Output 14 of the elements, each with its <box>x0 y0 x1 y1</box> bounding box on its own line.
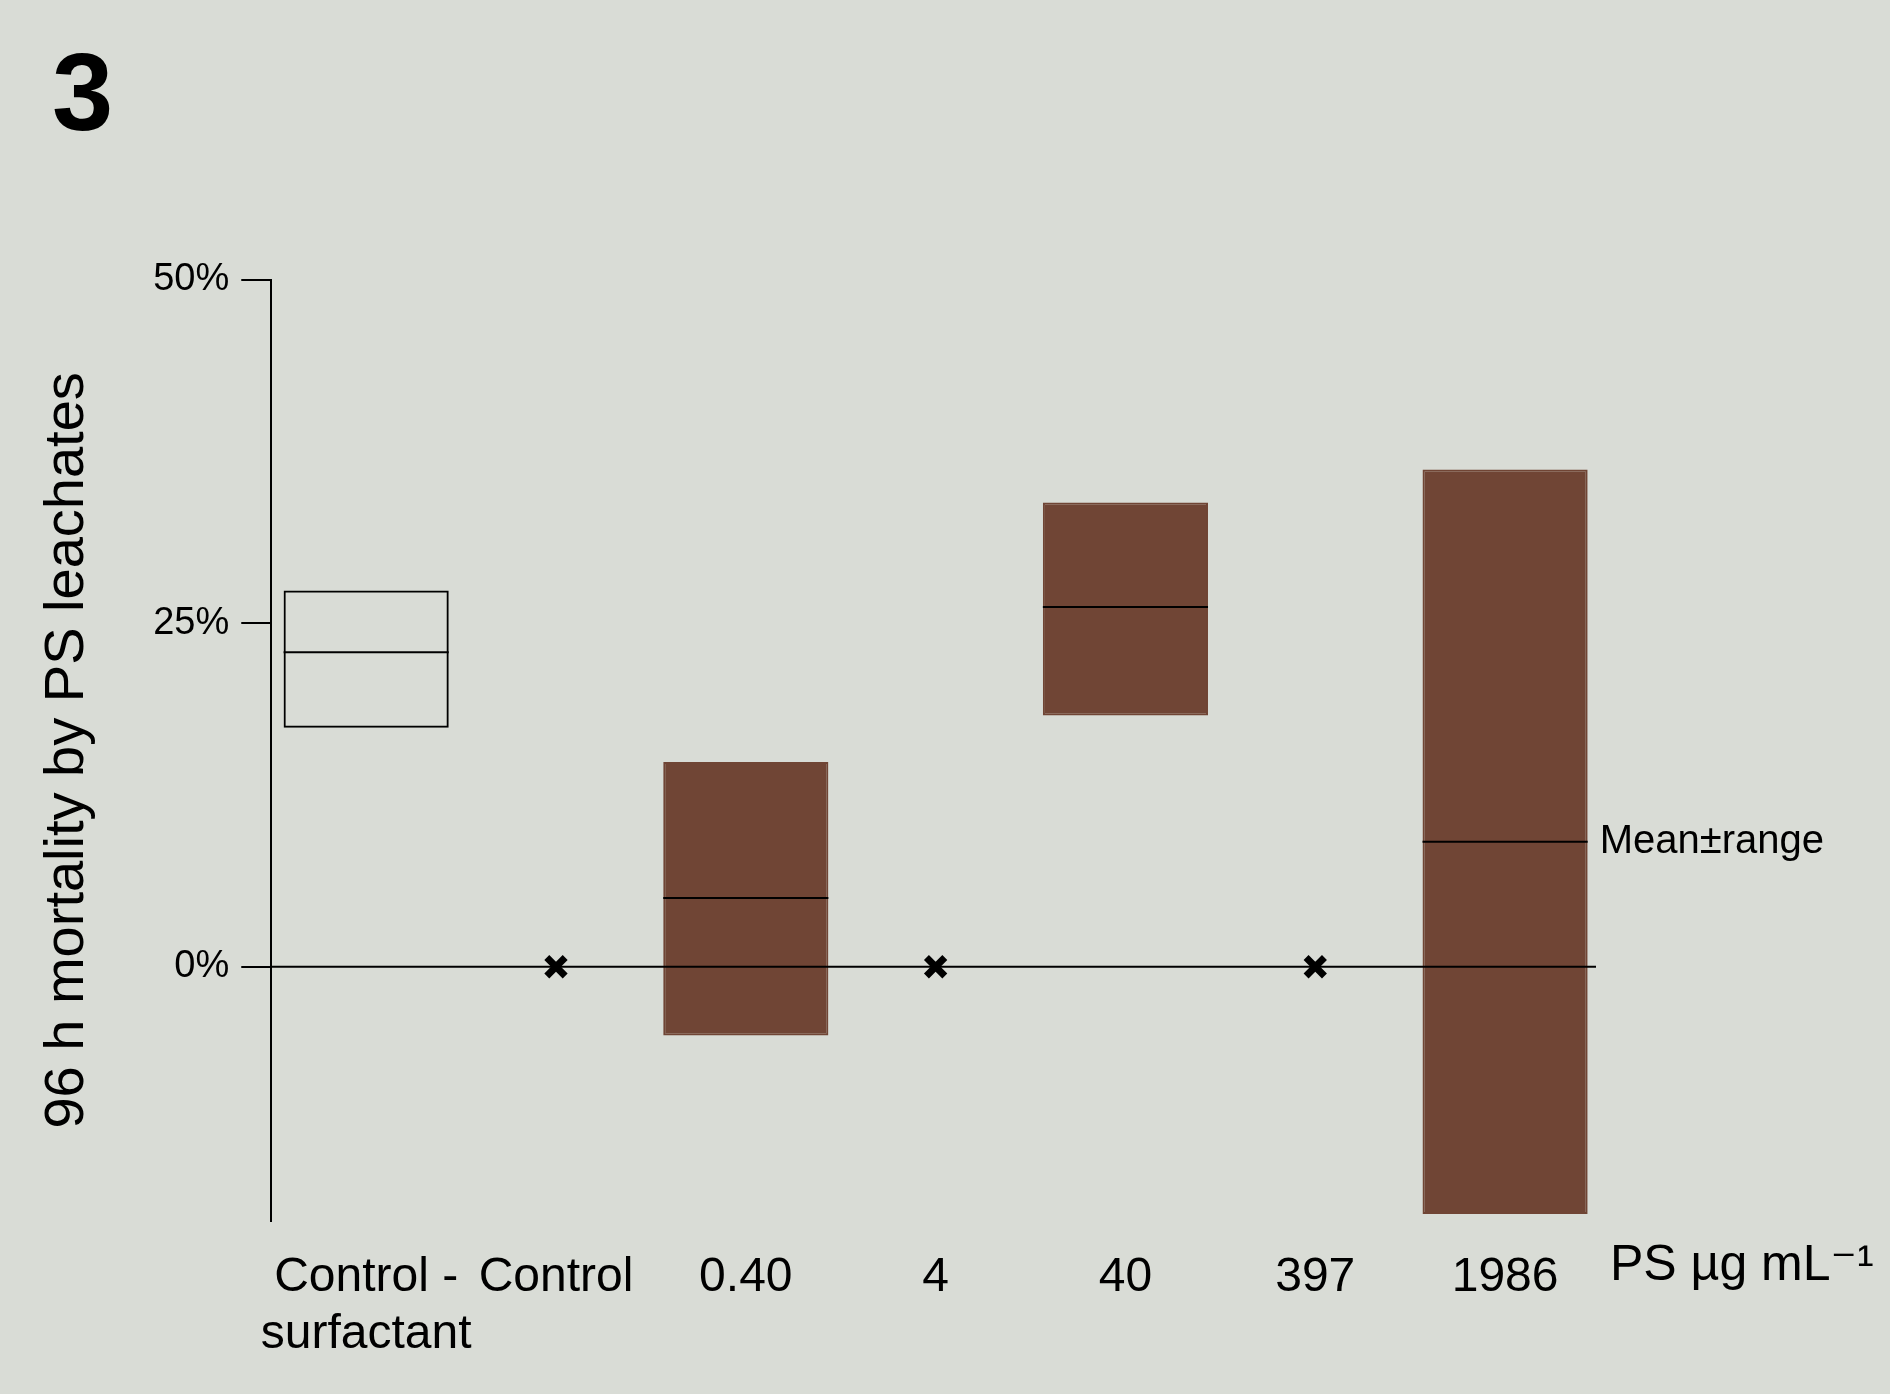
y-tick-label: 50% <box>153 256 230 299</box>
x-axis-title: PS µg mL⁻¹ <box>1610 1234 1874 1291</box>
y-tick-label: 25% <box>153 599 230 642</box>
x-tick-label: Control <box>478 1247 634 1301</box>
x-tick-label: 4 <box>922 1247 949 1301</box>
x-tick-label: 397 <box>1275 1247 1356 1301</box>
x-tick-label: 40 <box>1098 1247 1153 1301</box>
annotation: Mean±range <box>1599 816 1824 861</box>
x-tick-label: Control - surfactant <box>260 1247 472 1359</box>
y-axis-title: 96 h mortality by PS leachates <box>32 372 96 1129</box>
x-tick-label: 0.40 <box>699 1247 793 1301</box>
y-tick-label: 0% <box>174 943 230 986</box>
x-tick-label: 1986 <box>1451 1247 1559 1301</box>
chart-title: 3 <box>52 30 114 154</box>
